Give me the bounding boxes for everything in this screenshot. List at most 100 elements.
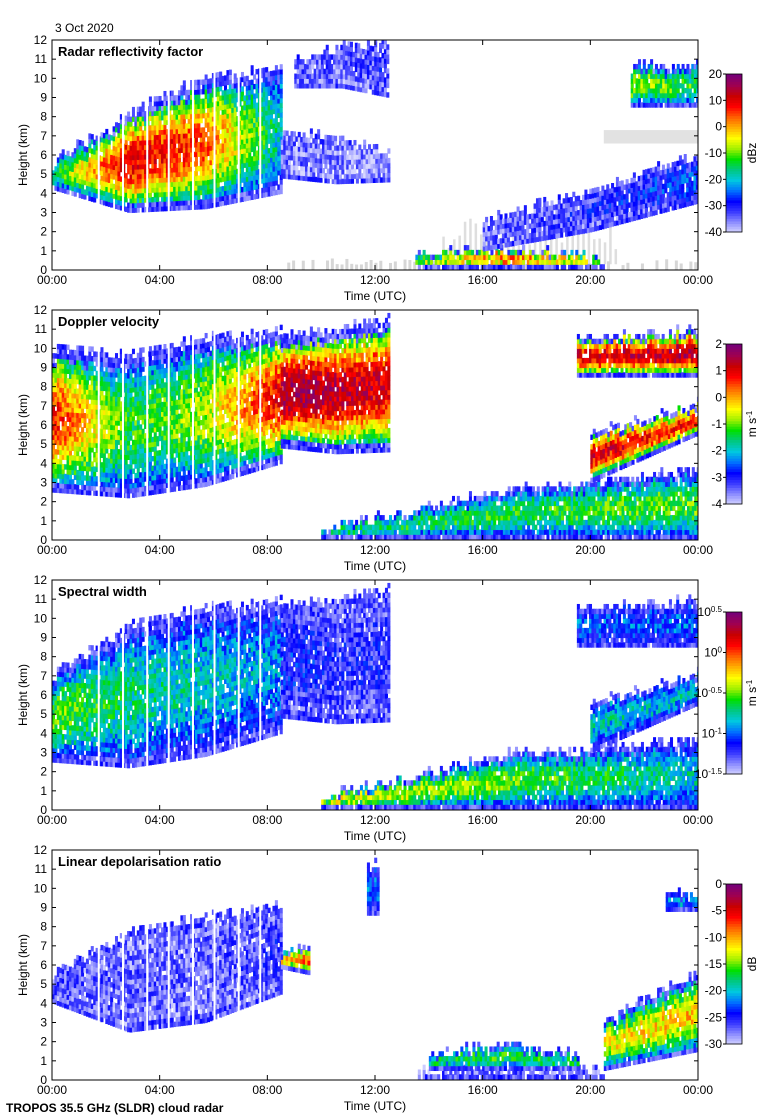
echo-cell <box>76 407 80 414</box>
echo-cell <box>110 405 114 411</box>
echo-cell <box>320 54 324 60</box>
echo-cell <box>136 178 140 184</box>
echo-cell <box>613 206 617 212</box>
echo-cell <box>274 113 278 119</box>
echo-cell <box>52 439 56 445</box>
echo-cell <box>608 221 612 228</box>
echo-cell <box>584 213 588 219</box>
echo-cell <box>64 425 68 432</box>
echo-cell <box>535 231 539 238</box>
echo-cell <box>204 131 208 138</box>
echo-cell <box>644 183 648 189</box>
echo-cell <box>204 79 208 85</box>
echo-cell <box>226 118 230 124</box>
echo-cell <box>129 193 133 199</box>
echo-cell <box>351 144 355 151</box>
echo-cell <box>584 227 588 234</box>
echo-cell <box>695 189 698 195</box>
echo-cell <box>78 178 82 184</box>
x-tick-label: 16:00 <box>468 273 498 287</box>
echo-cell <box>233 116 237 122</box>
echo-cell <box>335 59 339 65</box>
echo-cell <box>347 70 351 76</box>
echo-cell <box>90 471 94 477</box>
echo-cell <box>90 380 94 386</box>
echo-cell <box>240 129 244 135</box>
echo-cell <box>71 180 75 187</box>
echo-cell <box>187 137 191 144</box>
echo-cell <box>151 196 155 203</box>
echo-cell <box>601 195 605 201</box>
echo-cell <box>267 128 271 135</box>
echo-cell <box>168 95 172 101</box>
echo-cell <box>119 430 123 436</box>
echo-cell <box>652 186 656 192</box>
echo-cell <box>93 144 97 150</box>
echo-cell <box>112 386 116 392</box>
echo-cell <box>657 165 661 172</box>
echo-cell <box>73 354 77 361</box>
echo-cell <box>519 220 523 226</box>
echo-cell <box>661 164 665 171</box>
echo-cell <box>211 144 215 151</box>
echo-cell <box>427 259 431 265</box>
echo-cell <box>194 108 198 114</box>
echo-cell <box>598 214 602 221</box>
echo-cell <box>603 189 607 196</box>
echo-cell <box>134 145 138 151</box>
echo-cell <box>182 113 186 120</box>
echo-cell <box>676 165 680 171</box>
echo-cell <box>333 83 337 89</box>
echo-cell <box>366 49 370 56</box>
echo-cell <box>207 93 211 99</box>
echo-cell <box>340 83 344 89</box>
echo-cell <box>88 446 92 453</box>
echo-cell <box>93 192 97 198</box>
echo-cell <box>216 119 220 126</box>
echo-cell <box>368 168 372 174</box>
echo-cell <box>387 172 391 178</box>
echo-cell <box>85 489 89 496</box>
echo-cell <box>197 132 201 138</box>
echo-cell <box>309 142 313 149</box>
echo-cell <box>207 160 211 166</box>
echo-cell <box>88 461 92 467</box>
noise-column <box>603 242 607 265</box>
echo-cell <box>105 390 109 397</box>
echo-cell <box>262 96 266 102</box>
echo-cell <box>270 161 274 168</box>
echo-cell <box>66 411 70 418</box>
echo-cell <box>226 194 230 201</box>
echo-cell <box>129 382 133 389</box>
echo-cell <box>204 194 208 200</box>
echo-cell <box>216 153 220 159</box>
echo-cell <box>100 399 104 406</box>
echo-cell <box>233 83 237 89</box>
echo-cell <box>305 151 309 158</box>
echo-cell <box>657 194 661 201</box>
echo-cell <box>676 73 680 79</box>
echo-cell <box>112 434 116 440</box>
echo-cell <box>204 199 208 205</box>
echo-cell <box>114 448 119 455</box>
echo-cell <box>129 483 133 489</box>
echo-cell <box>223 123 228 129</box>
echo-cell <box>134 197 138 204</box>
echo-cell <box>305 161 309 167</box>
echo-cell <box>558 259 562 265</box>
echo-cell <box>148 197 152 203</box>
echo-cell <box>194 79 198 86</box>
echo-cell <box>511 212 515 218</box>
echo-cell <box>102 200 106 206</box>
echo-cell <box>129 164 133 170</box>
echo-cell <box>368 163 372 169</box>
echo-cell <box>185 113 189 120</box>
echo-cell <box>127 449 131 456</box>
echo-cell <box>182 195 186 201</box>
echo-cell <box>633 102 637 108</box>
echo-cell <box>274 151 278 157</box>
echo-cell <box>329 168 333 175</box>
echo-cell <box>68 488 72 494</box>
echo-cell <box>64 397 68 403</box>
echo-cell <box>255 107 259 113</box>
